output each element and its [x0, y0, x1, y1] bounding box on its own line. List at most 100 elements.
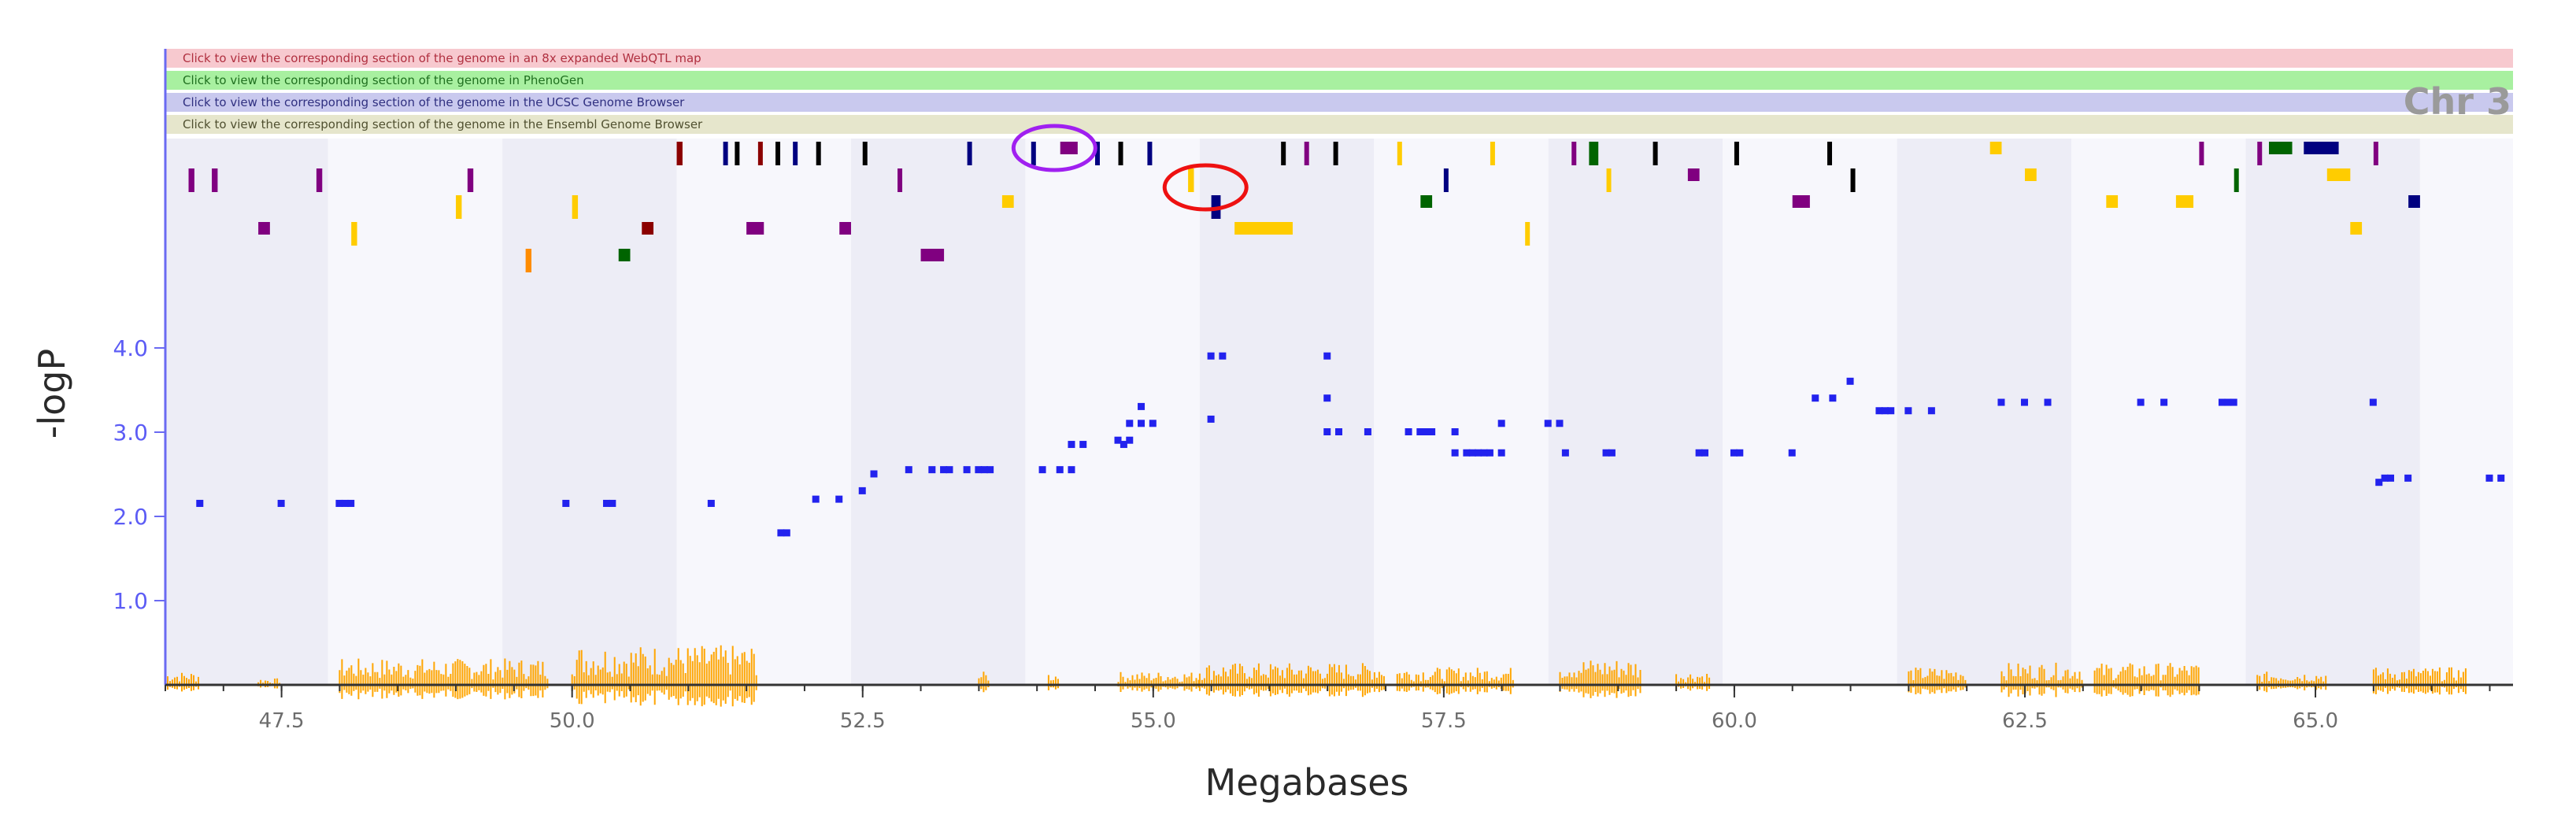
gene-feature — [1333, 142, 1338, 165]
y-tick-label: 3.0 — [113, 420, 148, 446]
band — [502, 139, 677, 685]
gene-feature — [839, 222, 851, 235]
marker-point — [1068, 441, 1075, 449]
marker-point — [1138, 420, 1146, 427]
marker-point — [2218, 398, 2226, 406]
marker-point — [986, 466, 994, 474]
marker-point — [1468, 449, 1476, 457]
marker-point — [1812, 394, 1819, 402]
gene-feature — [1281, 142, 1286, 165]
x-tick-label: 47.5 — [259, 709, 305, 733]
snp-density-segment — [1198, 663, 1385, 697]
link-bar-label[interactable]: Click to view the corresponding section … — [183, 51, 701, 65]
gene-feature — [1989, 142, 2002, 154]
marker-point — [1486, 449, 1493, 457]
marker-point — [2369, 398, 2377, 406]
gene-track — [188, 142, 2420, 272]
marker-point — [1416, 428, 1424, 435]
link-bar-label[interactable]: Click to view the corresponding section … — [183, 73, 584, 87]
marker-point — [1126, 420, 1134, 427]
marker-point — [1475, 449, 1482, 457]
marker-point — [1480, 449, 1488, 457]
band — [165, 139, 328, 685]
marker-point — [1038, 466, 1046, 474]
marker-point — [1428, 428, 1436, 435]
snp-density-segment — [571, 645, 757, 707]
marker-point — [2404, 474, 2412, 482]
marker-point — [1451, 449, 1459, 457]
marker-point — [1997, 398, 2005, 406]
marker-point — [1788, 449, 1796, 457]
gene-feature — [898, 168, 903, 192]
gene-feature — [746, 222, 764, 235]
snp-density-segment — [1559, 660, 1641, 698]
band — [1025, 139, 1200, 685]
snp-density-segment — [978, 671, 990, 693]
band — [2419, 139, 2513, 685]
y-tick-label: 4.0 — [113, 335, 148, 361]
marker-point — [870, 470, 878, 478]
marker-point — [1323, 394, 1331, 402]
x-tick-label: 60.0 — [1712, 709, 1757, 733]
x-tick-label: 65.0 — [2293, 709, 2338, 733]
gene-feature — [920, 249, 945, 261]
gene-feature — [735, 142, 740, 165]
marker-point — [562, 499, 570, 507]
gene-feature — [2373, 142, 2378, 165]
link-bar[interactable] — [165, 115, 2513, 134]
band — [2071, 139, 2246, 685]
marker-point — [1463, 449, 1471, 457]
marker-point — [1451, 428, 1459, 435]
snp-density-segment — [339, 658, 549, 700]
marker-point — [2230, 398, 2237, 406]
marker-point — [2224, 398, 2232, 406]
marker-point — [1079, 441, 1087, 449]
marker-point — [196, 499, 204, 507]
gene-feature — [1118, 142, 1123, 165]
link-bar-label[interactable]: Click to view the corresponding section … — [183, 117, 703, 131]
marker-point — [812, 495, 820, 503]
gene-feature — [1589, 142, 1599, 165]
marker-point — [2497, 474, 2505, 482]
gene-feature — [1060, 142, 1078, 154]
gene-feature — [1734, 142, 1739, 165]
link-bar-label[interactable]: Click to view the corresponding section … — [183, 95, 685, 109]
gene-feature — [1571, 142, 1577, 165]
link-bar[interactable] — [165, 93, 2513, 112]
gene-feature — [456, 195, 462, 219]
marker-point — [2137, 398, 2145, 406]
gene-feature — [1827, 142, 1833, 165]
gene-feature — [316, 168, 323, 192]
marker-point — [1056, 466, 1064, 474]
marker-point — [1887, 407, 1895, 415]
gene-feature — [1001, 195, 1014, 208]
gene-feature — [2234, 168, 2239, 192]
gene-feature — [1188, 168, 1194, 192]
gene-feature — [2326, 168, 2351, 181]
marker-point — [1544, 420, 1552, 427]
genome-browser-links[interactable]: Click to view the corresponding section … — [165, 49, 2513, 134]
marker-point — [1126, 436, 1134, 444]
gene-feature — [618, 249, 631, 261]
marker-point — [602, 499, 610, 507]
link-bar[interactable] — [165, 49, 2513, 68]
marker-point — [1608, 449, 1616, 457]
marker-point — [1736, 449, 1744, 457]
marker-point — [946, 466, 953, 474]
marker-point — [858, 486, 866, 494]
gene-feature — [723, 142, 728, 165]
gene-feature — [1490, 142, 1495, 165]
marker-point — [1149, 420, 1157, 427]
gene-feature — [1094, 142, 1100, 165]
link-bar[interactable] — [165, 71, 2513, 90]
x-axis-title: Megabases — [1205, 761, 1409, 804]
x-tick-label: 50.0 — [550, 709, 595, 733]
marker-point — [609, 499, 616, 507]
marker-point — [1497, 420, 1505, 427]
marker-point — [1881, 407, 1889, 415]
marker-point — [777, 529, 785, 537]
marker-point — [905, 466, 912, 474]
band — [1723, 139, 1897, 685]
gene-feature — [816, 142, 821, 165]
marker-point — [2386, 474, 2394, 482]
